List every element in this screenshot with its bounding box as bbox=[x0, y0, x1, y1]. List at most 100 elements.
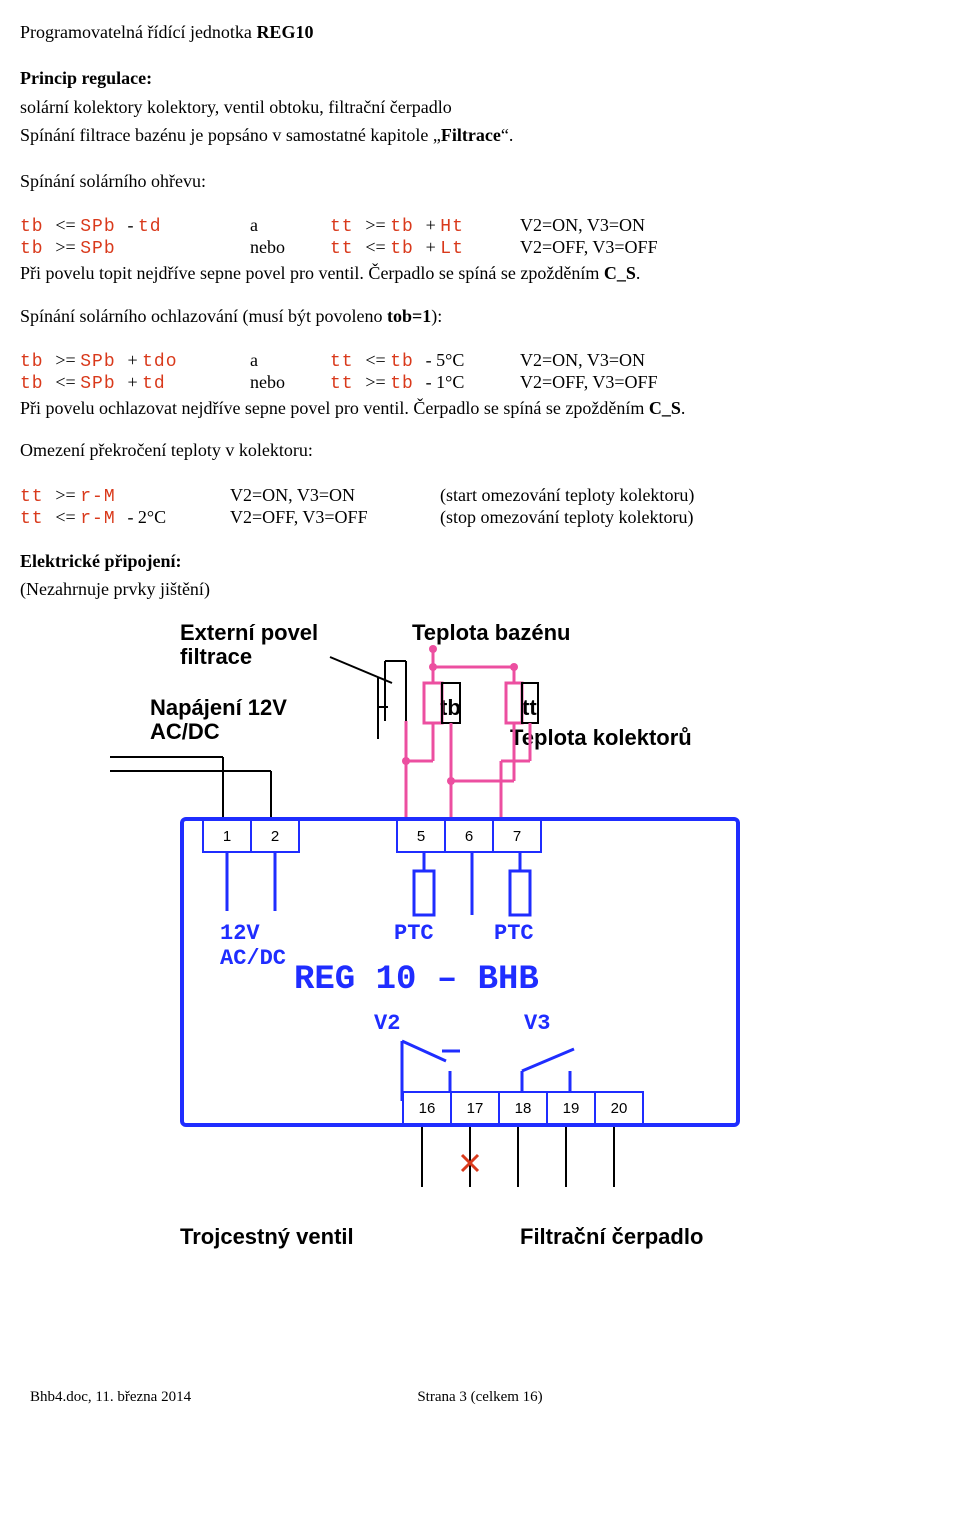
sym: tb bbox=[20, 239, 55, 259]
cool-note-bold: C_S bbox=[649, 398, 681, 418]
acdc-label: 12V AC/DC bbox=[220, 921, 286, 971]
pump-label: Filtrační čerpadlo bbox=[520, 1225, 703, 1249]
sym: SPb bbox=[80, 217, 127, 237]
op: + bbox=[127, 350, 142, 370]
header-bold: REG10 bbox=[256, 22, 313, 42]
op: <= bbox=[55, 372, 80, 392]
cool-heading-bold: tob=1 bbox=[387, 306, 431, 326]
terminal-num: 6 bbox=[465, 828, 473, 845]
op: >= bbox=[55, 237, 80, 257]
sym: tt bbox=[330, 352, 365, 372]
table-row: tb <= SPb + td nebo tt >= tb - 1°C V2=OF… bbox=[20, 372, 720, 394]
terminal-num: 16 bbox=[419, 1100, 436, 1117]
table-row: tb >= SPb + tdo a tt <= tb - 5°C V2=ON, … bbox=[20, 350, 720, 372]
terminal: 2 bbox=[250, 819, 300, 853]
heat-note-pre: Při povelu topit nejdříve sepne povel pr… bbox=[20, 263, 604, 283]
bottom-terminals: 16 17 18 19 20 bbox=[402, 1091, 642, 1125]
desc: (start omezování teploty kolektoru) bbox=[440, 485, 702, 507]
page-footer: Bhb4.doc, 11. března 2014 Strana 3 (celk… bbox=[20, 1389, 940, 1406]
principle-line2: Spínání filtrace bazénu je popsáno v sam… bbox=[20, 123, 940, 147]
sym: tb bbox=[20, 374, 55, 394]
sym: tt bbox=[20, 487, 55, 507]
sym: tt bbox=[330, 217, 365, 237]
sym: tb bbox=[390, 352, 425, 372]
op: <= bbox=[365, 350, 390, 370]
terminal: 16 bbox=[402, 1091, 452, 1125]
terminal-num: 20 bbox=[611, 1100, 628, 1117]
result: V2=ON, V3=ON bbox=[520, 350, 720, 372]
terminal-num: 19 bbox=[563, 1100, 580, 1117]
table-row: tb <= SPb - td a tt >= tb + Ht V2=ON, V3… bbox=[20, 215, 720, 237]
op: <= bbox=[55, 507, 80, 527]
principle-line2-pre: Spínání filtrace bazénu je popsáno v sam… bbox=[20, 125, 441, 145]
sym: tt bbox=[330, 374, 365, 394]
terminal: 5 bbox=[396, 819, 446, 853]
limit-heading: Omezení překročení teploty v kolektoru: bbox=[20, 438, 940, 462]
sym: tb bbox=[20, 217, 55, 237]
op: + bbox=[426, 237, 441, 257]
controller-title: REG 10 – BHB bbox=[294, 961, 539, 999]
principle-heading-text: Princip regulace: bbox=[20, 68, 152, 88]
sym: SPb bbox=[80, 352, 127, 372]
sym: r-M bbox=[80, 487, 115, 507]
heat-note-post: . bbox=[636, 263, 641, 283]
top-wiring-svg bbox=[110, 621, 810, 821]
cool-heading-pre: Spínání solárního ochlazování (musí být … bbox=[20, 306, 387, 326]
terminal: 1 bbox=[202, 819, 252, 853]
elec-heading: Elektrické připojení: bbox=[20, 549, 940, 573]
sym: tt bbox=[330, 239, 365, 259]
footer-center: Strana 3 (celkem 16) bbox=[417, 1389, 542, 1406]
sym: td bbox=[142, 374, 166, 394]
ptc-label-2: PTC bbox=[494, 921, 534, 946]
terminal: 20 bbox=[594, 1091, 644, 1125]
cool-note-post: . bbox=[681, 398, 686, 418]
cool-note: Při povelu ochlazovat nejdříve sepne pov… bbox=[20, 396, 940, 420]
terminal-num: 18 bbox=[515, 1100, 532, 1117]
result: V2=OFF, V3=OFF bbox=[520, 372, 720, 394]
elec-heading-text: Elektrické připojení: bbox=[20, 551, 181, 571]
op: + bbox=[426, 215, 441, 235]
principle-line1: solární kolektory kolektory, ventil obto… bbox=[20, 95, 940, 119]
elec-sub: (Nezahrnuje prvky jištění) bbox=[20, 577, 940, 601]
top-terminals: 1 2 5 6 7 bbox=[202, 819, 540, 853]
op: <= bbox=[55, 215, 80, 235]
result: V2=ON, V3=ON bbox=[520, 215, 720, 237]
op: >= bbox=[365, 372, 390, 392]
terminal: 17 bbox=[450, 1091, 500, 1125]
op: >= bbox=[55, 350, 80, 370]
op: - 1°C bbox=[426, 372, 465, 392]
op: - 5°C bbox=[426, 350, 465, 370]
doc-header: Programovatelná řídící jednotka REG10 bbox=[20, 20, 940, 44]
op: - bbox=[127, 215, 138, 235]
sym: tb bbox=[390, 239, 425, 259]
principle-line2-bold: Filtrace bbox=[441, 125, 501, 145]
v2-label: V2 bbox=[374, 1011, 400, 1036]
principle-line2-post: “. bbox=[501, 125, 514, 145]
terminal: 18 bbox=[498, 1091, 548, 1125]
wiring-diagram: Externí povel filtrace Teplota bazénu Na… bbox=[110, 621, 810, 1249]
op: + bbox=[127, 372, 142, 392]
conj: a bbox=[250, 215, 330, 237]
valve-label: Trojcestný ventil bbox=[180, 1225, 480, 1249]
limit-rules-table: tt >= r-M V2=ON, V3=ON (start omezování … bbox=[20, 485, 702, 529]
conj: a bbox=[250, 350, 330, 372]
sym: SPb bbox=[80, 374, 127, 394]
principle-heading: Princip regulace: bbox=[20, 66, 940, 90]
heat-note-bold: C_S bbox=[604, 263, 636, 283]
table-row: tt >= r-M V2=ON, V3=ON (start omezování … bbox=[20, 485, 702, 507]
terminal-num: 7 bbox=[513, 828, 521, 845]
result: V2=ON, V3=ON bbox=[230, 485, 440, 507]
controller-box: 1 2 5 6 7 12V A bbox=[180, 817, 740, 1127]
terminal-num: 1 bbox=[223, 828, 231, 845]
bottom-wiring-svg bbox=[180, 1127, 880, 1197]
terminal: 7 bbox=[492, 819, 542, 853]
sym: tdo bbox=[142, 352, 177, 372]
heat-note: Při povelu topit nejdříve sepne povel pr… bbox=[20, 261, 940, 285]
result: V2=OFF, V3=OFF bbox=[520, 237, 720, 259]
footer-left: Bhb4.doc, 11. března 2014 bbox=[30, 1389, 191, 1406]
cool-heading: Spínání solárního ochlazování (musí být … bbox=[20, 304, 940, 328]
ptc-label-1: PTC bbox=[394, 921, 434, 946]
sym: tb bbox=[390, 217, 425, 237]
heat-rules-table: tb <= SPb - td a tt >= tb + Ht V2=ON, V3… bbox=[20, 215, 720, 259]
terminal-num: 2 bbox=[271, 828, 279, 845]
